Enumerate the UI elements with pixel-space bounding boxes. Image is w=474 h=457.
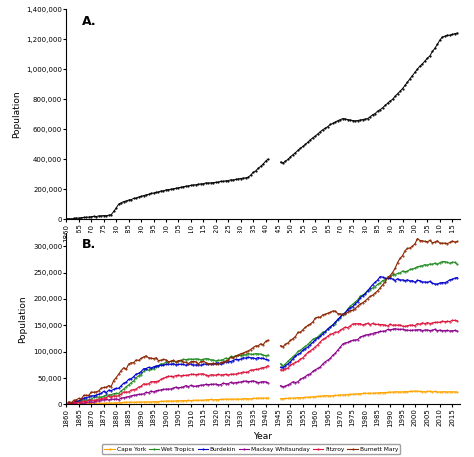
- Burnett Mary: [225, 357, 231, 363]
- Wet Tropics: [220, 357, 226, 362]
- Fitzroy: [118, 391, 124, 397]
- Burnett Mary: [111, 378, 117, 383]
- Mackay Whitsunday: [161, 387, 166, 392]
- Cape York: [220, 397, 226, 402]
- Line: Cape York: Cape York: [66, 397, 269, 405]
- Burdekin: [118, 383, 124, 388]
- Burdekin: [245, 355, 251, 360]
- Burnett Mary: [220, 359, 226, 365]
- Mackay Whitsunday: [265, 380, 271, 386]
- Fitzroy: [220, 372, 226, 377]
- Fitzroy: [64, 401, 69, 407]
- Mackay Whitsunday: [113, 396, 119, 402]
- Burnett Mary: [265, 337, 271, 343]
- Cape York: [225, 397, 231, 402]
- X-axis label: Year: Year: [254, 432, 273, 441]
- Wet Tropics: [64, 402, 69, 407]
- Mackay Whitsunday: [223, 381, 228, 387]
- Line: Burdekin: Burdekin: [66, 356, 269, 405]
- Y-axis label: Population: Population: [12, 90, 21, 138]
- Burdekin: [158, 362, 164, 368]
- Cape York: [111, 400, 117, 406]
- Mackay Whitsunday: [64, 401, 69, 407]
- Burnett Mary: [121, 365, 127, 371]
- Y-axis label: Population: Population: [18, 295, 27, 343]
- Mackay Whitsunday: [121, 395, 127, 400]
- Cape York: [158, 399, 164, 404]
- Burdekin: [265, 357, 271, 363]
- Mackay Whitsunday: [123, 394, 129, 400]
- Burnett Mary: [64, 402, 69, 408]
- Mackay Whitsunday: [250, 378, 256, 383]
- Mackay Whitsunday: [66, 401, 72, 407]
- Burnett Mary: [158, 357, 164, 363]
- Text: A.: A.: [82, 16, 97, 28]
- Text: B.: B.: [82, 238, 96, 251]
- Wet Tropics: [158, 361, 164, 367]
- Cape York: [64, 402, 69, 407]
- Burdekin: [121, 381, 127, 386]
- Burnett Mary: [118, 368, 124, 373]
- Fitzroy: [111, 393, 117, 399]
- Burdekin: [220, 360, 226, 366]
- Line: Wet Tropics: Wet Tropics: [66, 353, 269, 405]
- Burdekin: [225, 359, 231, 365]
- Line: Fitzroy: Fitzroy: [66, 365, 269, 404]
- Burdekin: [111, 387, 117, 392]
- Fitzroy: [265, 363, 271, 368]
- Burdekin: [64, 401, 69, 407]
- Cape York: [121, 399, 127, 405]
- Cape York: [118, 400, 124, 405]
- Legend: Cape York, Wet Tropics, Burdekin, Mackay Whitsunday, Fitzroy, Burnett Mary: Cape York, Wet Tropics, Burdekin, Mackay…: [102, 444, 401, 454]
- Wet Tropics: [265, 352, 271, 358]
- Wet Tropics: [111, 391, 117, 396]
- Mackay Whitsunday: [228, 380, 234, 385]
- Wet Tropics: [225, 356, 231, 361]
- Fitzroy: [225, 372, 231, 378]
- Line: Mackay Whitsunday: Mackay Whitsunday: [66, 380, 269, 405]
- Line: Burnett Mary: Burnett Mary: [66, 340, 269, 406]
- Wet Tropics: [245, 351, 251, 356]
- Wet Tropics: [118, 388, 124, 393]
- Fitzroy: [121, 389, 127, 395]
- Cape York: [265, 395, 271, 401]
- Fitzroy: [158, 377, 164, 382]
- Wet Tropics: [121, 386, 127, 392]
